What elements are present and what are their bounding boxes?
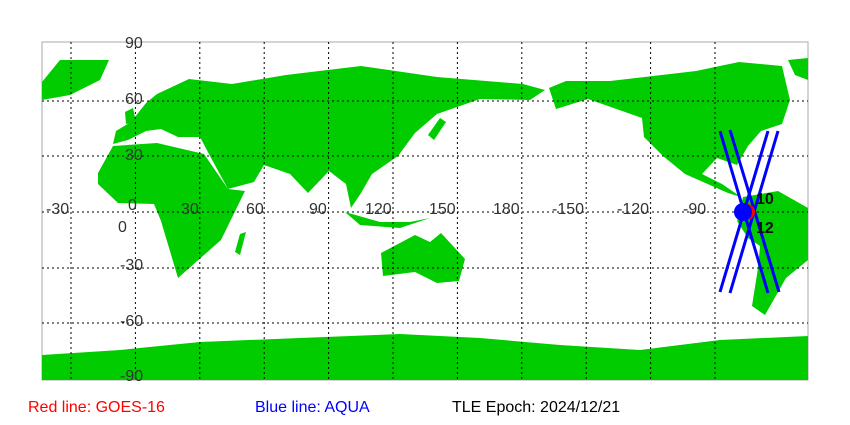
lon-label: 120 <box>365 201 392 218</box>
lon-label: 90 <box>309 201 327 218</box>
lon-label: -120 <box>617 201 649 218</box>
lon-label: -30 <box>46 201 69 218</box>
lon-label: -150 <box>552 201 584 218</box>
aqua-marker[interactable] <box>734 203 752 221</box>
lat-label: 0 <box>118 219 127 236</box>
latitude-labels: 90 60 30 0 -30 -60 -90 <box>118 35 143 385</box>
lat-label: 30 <box>125 147 143 164</box>
graticule <box>42 42 808 380</box>
japan <box>428 118 446 140</box>
lon-label: 0 <box>128 197 137 214</box>
legend-blue-line: Blue line: AQUA <box>255 399 370 416</box>
lon-label: -90 <box>683 201 706 218</box>
uk <box>125 108 136 124</box>
goes-16-label: 12 <box>756 220 774 237</box>
lat-label: 60 <box>125 91 143 108</box>
indonesia <box>345 212 430 228</box>
south-america <box>737 191 808 315</box>
lon-label: 180 <box>493 201 520 218</box>
lat-label: -60 <box>120 313 143 330</box>
greenland-east <box>788 58 808 80</box>
lon-label: 60 <box>246 201 264 218</box>
lat-label: -90 <box>120 368 143 385</box>
lat-label: -30 <box>120 257 143 274</box>
australia <box>381 233 465 283</box>
legend-red-line: Red line: GOES-16 <box>28 399 165 416</box>
lon-label: 150 <box>429 201 456 218</box>
antarctica <box>42 334 808 380</box>
tle-epoch: TLE Epoch: 2024/12/21 <box>452 399 621 416</box>
greenland <box>42 60 109 100</box>
lon-label: 30 <box>181 201 199 218</box>
lat-label: 90 <box>125 35 143 52</box>
aqua-label: 10 <box>756 191 774 208</box>
madagascar <box>235 232 246 255</box>
north-america <box>549 62 790 197</box>
africa <box>98 143 245 278</box>
longitude-labels: -30 0 30 60 90 120 150 180 -150 -120 -90 <box>46 197 706 218</box>
